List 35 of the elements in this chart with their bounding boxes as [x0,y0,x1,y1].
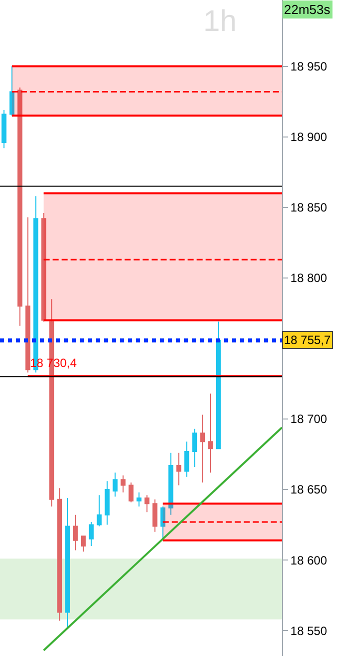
y-tick-label: 18 600 [290,553,328,568]
candlestick [152,498,158,532]
y-tick-label: 18 700 [290,412,328,426]
y-tick-label: 18 800 [290,271,328,286]
ref-line-label: 18 755,7 [284,333,332,347]
candlestick [112,472,118,498]
candlestick [160,506,166,540]
y-tick-label: 18 900 [290,130,328,144]
candlestick [176,452,182,486]
candlestick [136,492,142,507]
candlestick [88,521,94,546]
candlestick [192,428,198,468]
candlestick [17,86,22,326]
candlestick [184,441,190,478]
candlestick [144,494,150,513]
candlestick [216,321,221,450]
candlestick [120,474,126,493]
candlestick [65,498,70,628]
candlestick [57,488,62,622]
candlestick [200,414,206,483]
candlestick [41,212,46,322]
candlestick [208,393,213,474]
candlestick [9,66,14,116]
candlestick [73,514,78,551]
candlestick [80,536,86,552]
text: 22m53s [284,2,331,17]
y-tick-label: 18 850 [290,200,328,215]
candlestick [128,482,134,503]
candlestick [104,480,110,526]
candlestick [25,216,30,373]
candlestick [2,110,6,149]
y-tick-label: 18 550 [290,624,328,638]
y-tick-label: 18 950 [290,60,328,74]
candlestick [96,494,102,527]
y-tick-label: 18 650 [290,482,328,497]
